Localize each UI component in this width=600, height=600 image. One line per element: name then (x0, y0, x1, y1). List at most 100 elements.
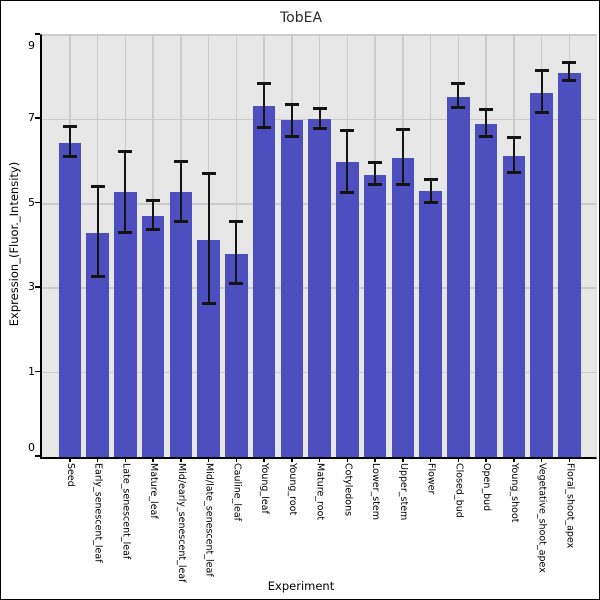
error-bar-cap-top (479, 108, 494, 112)
error-bar-line (290, 104, 293, 137)
bar (114, 192, 137, 457)
error-bar-line (540, 70, 543, 113)
bar (336, 161, 359, 457)
error-bar-line (429, 179, 432, 203)
x-tick-label: Vegetative_shoot_apex (536, 463, 548, 573)
x-tick-mark (152, 458, 154, 462)
x-tick-label: Flower (425, 463, 437, 495)
error-bar-line (207, 173, 210, 304)
bar (197, 240, 220, 457)
bar (363, 174, 387, 457)
error-bar-cap-bottom (118, 230, 133, 234)
x-tick-mark (346, 458, 349, 462)
y-tick-mark (35, 286, 40, 288)
y-tick-label: 5 (28, 195, 35, 209)
y-tick-mark (35, 455, 40, 457)
error-bar-cap-top (562, 61, 577, 65)
error-bar-line (346, 130, 349, 193)
x-tick-mark (513, 458, 515, 462)
x-tick-mark (263, 458, 265, 462)
chart-title: TobEA (279, 10, 323, 26)
bar (169, 192, 193, 457)
bar (86, 233, 109, 457)
error-bar-cap-top (451, 82, 466, 86)
bar (308, 119, 331, 457)
error-bar-cap-top (257, 81, 272, 85)
error-bar-line (263, 83, 266, 128)
error-bar-cap-bottom (368, 182, 383, 186)
x-axis-label: Experiment (267, 579, 335, 593)
x-tick-label: Young_leaf (259, 463, 271, 514)
error-bar-cap-top (90, 184, 105, 188)
error-bar-cap-bottom (395, 183, 410, 187)
error-bar-line (374, 162, 377, 185)
error-bar-line (235, 221, 238, 284)
x-tick-mark (69, 458, 71, 462)
x-tick-label: Open_bud (481, 463, 493, 512)
error-bar-line (68, 126, 71, 157)
error-bar-cap-bottom (257, 125, 272, 129)
error-bar-cap-top (340, 128, 355, 132)
y-tick-mark (35, 201, 40, 204)
error-bar-cap-bottom (146, 228, 161, 232)
error-bar-line (96, 186, 99, 277)
error-bar-line (401, 129, 404, 185)
bar (391, 158, 415, 457)
error-bar-cap-bottom (451, 106, 466, 110)
y-tick-label: 7 (28, 111, 35, 125)
x-tick-mark (291, 458, 293, 462)
y-tick-label: 0 (28, 441, 35, 454)
error-bar-cap-bottom (534, 111, 549, 115)
x-tick-label: Seed (64, 463, 76, 487)
x-tick-mark (180, 458, 182, 462)
bar (502, 156, 526, 457)
error-bar-cap-bottom (229, 281, 244, 285)
x-tick-mark (457, 458, 460, 462)
x-tick-label: Floral_shoot_apex (564, 463, 576, 549)
y-tick-mark (35, 370, 40, 373)
error-bar-cap-bottom (312, 127, 327, 131)
error-bar-line (457, 83, 460, 108)
x-tick-mark (485, 458, 487, 462)
error-bar-cap-top (62, 125, 77, 129)
x-tick-label: Lower_stem (370, 463, 382, 520)
x-tick-label: Mature_root (314, 463, 326, 521)
error-bar-cap-top (118, 149, 133, 153)
error-bar-cap-top (229, 219, 244, 223)
bar (252, 105, 276, 457)
x-tick-mark (374, 458, 376, 462)
error-bar-cap-bottom (562, 78, 577, 82)
bar (530, 92, 553, 457)
error-bar-cap-top (368, 161, 383, 165)
bar (558, 72, 581, 457)
error-bar-line (512, 137, 515, 173)
error-bar-cap-top (284, 103, 299, 107)
error-bar-line (152, 200, 155, 230)
x-tick-label: Mid/late_senescent_leaf (203, 463, 215, 577)
bar (225, 253, 248, 457)
y-tick-label: 3 (28, 280, 35, 294)
x-tick-mark (568, 458, 571, 462)
error-bar-cap-top (173, 160, 188, 164)
x-tick-mark (207, 458, 210, 462)
bar (58, 142, 82, 457)
error-bar-line (485, 109, 488, 137)
x-tick-label: Mid/early_senescent_leaf (175, 463, 187, 583)
error-bar-cap-top (423, 178, 438, 182)
error-bar-cap-bottom (423, 200, 438, 204)
x-tick-mark (318, 458, 321, 462)
error-bar-line (568, 62, 571, 81)
x-tick-mark (124, 458, 127, 462)
error-bar-cap-top (506, 136, 521, 140)
x-tick-mark (235, 458, 238, 462)
error-bar-cap-bottom (62, 155, 77, 159)
error-bar-cap-bottom (201, 301, 216, 305)
x-tick-label: Early_senescent_leaf (92, 463, 104, 563)
bar (474, 123, 498, 457)
x-tick-mark (540, 458, 543, 462)
x-tick-label: Young_shoot (508, 463, 520, 523)
error-bar-cap-top (395, 128, 410, 132)
error-bar-line (179, 161, 182, 222)
error-bar-line (318, 108, 321, 129)
bar (447, 96, 470, 457)
